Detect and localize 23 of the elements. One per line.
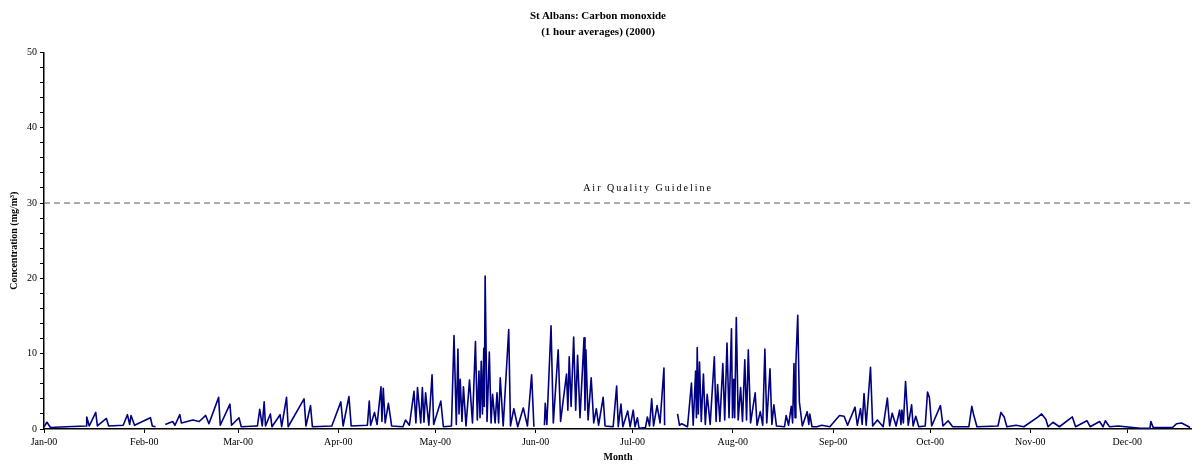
x-tick-label: Jan-00 <box>30 435 58 447</box>
y-tick-label: 30 <box>27 196 37 208</box>
y-tick-label: 20 <box>27 271 37 283</box>
x-tick-label: Jul-00 <box>620 435 646 447</box>
x-tick-label: Apr-00 <box>323 435 353 447</box>
x-tick-label: Feb-00 <box>130 435 159 447</box>
ref-line-label: Air Quality Guideline <box>583 181 713 193</box>
y-tick-label: 10 <box>27 347 37 359</box>
x-tick-label: Aug-00 <box>717 435 749 447</box>
y-tick-label: 0 <box>32 422 37 434</box>
x-axis-title: Month <box>603 450 633 462</box>
chart-title: St Albans: Carbon monoxide <box>529 9 667 22</box>
x-tick-label: Nov-00 <box>1015 435 1046 447</box>
y-axis-title: Concentration (mg/m³) <box>7 191 20 290</box>
x-tick-label: Sep-00 <box>818 435 848 447</box>
y-tick-label: 50 <box>27 46 37 58</box>
x-tick-label: Jun-00 <box>521 435 550 447</box>
x-tick-label: Dec-00 <box>1112 435 1143 447</box>
y-tick-label: 40 <box>27 121 37 133</box>
x-tick-label: May-00 <box>419 435 452 447</box>
x-tick-label: Oct-00 <box>916 435 944 447</box>
x-tick-label: Mar-00 <box>223 435 253 447</box>
chart-subtitle: (1 hour averages) (2000) <box>541 24 656 38</box>
